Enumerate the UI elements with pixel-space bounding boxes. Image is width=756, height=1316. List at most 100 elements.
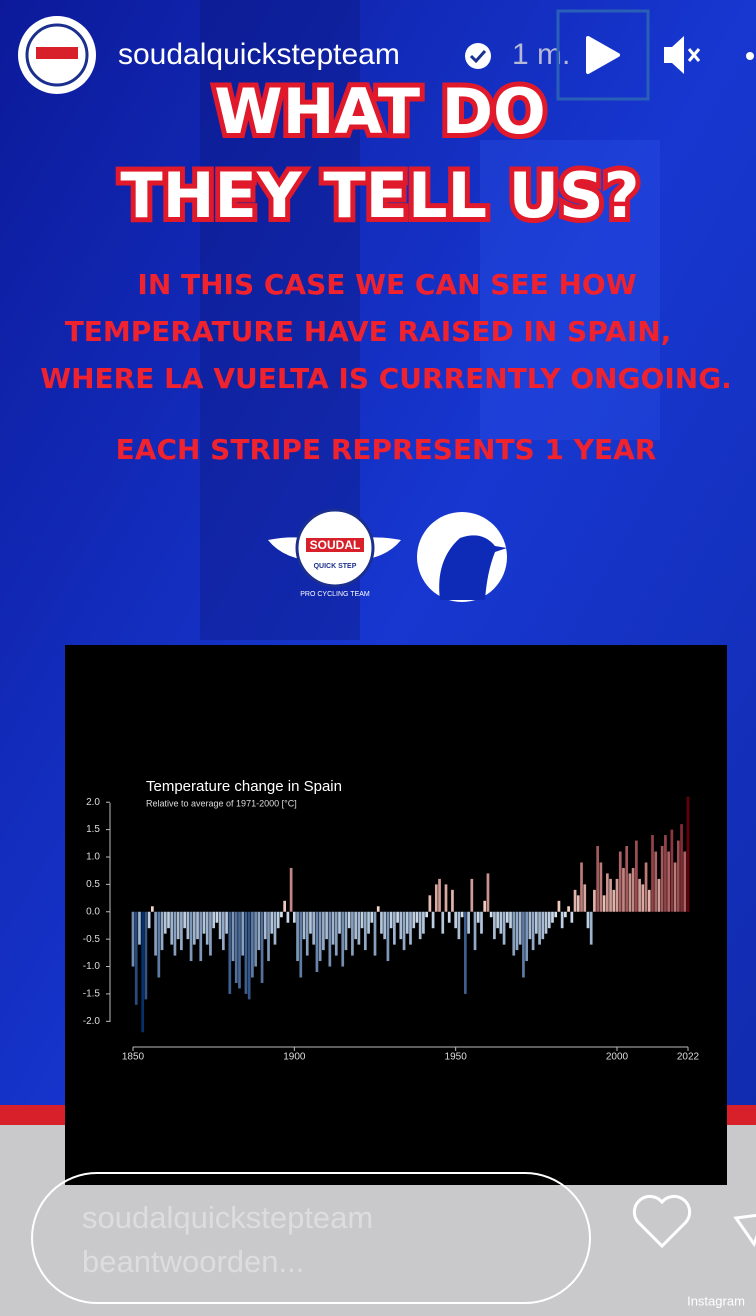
bar (283, 900, 287, 912)
bar (593, 889, 596, 912)
bar (631, 867, 635, 912)
bar (331, 911, 335, 945)
bar (341, 911, 345, 967)
bar (451, 889, 454, 912)
bar (380, 911, 383, 934)
bar (192, 911, 196, 945)
bar (399, 911, 403, 940)
y-tick-label: 0.5 (86, 879, 100, 890)
avatar-band (36, 47, 78, 59)
bar (483, 900, 487, 912)
bar (654, 851, 658, 912)
body-text: IN THIS CASE WE CAN SEE HOW (137, 268, 636, 301)
bar (215, 911, 219, 923)
bar (609, 878, 612, 912)
bar (276, 911, 280, 929)
heading: WHAT DO (214, 75, 546, 148)
bar (412, 911, 416, 929)
bar (147, 911, 151, 929)
y-tick-label: 1.0 (86, 852, 100, 863)
bar (315, 911, 319, 973)
more-icon[interactable] (746, 52, 754, 60)
bar (131, 911, 135, 967)
bar (157, 911, 161, 978)
bar (499, 911, 503, 934)
bar (434, 884, 438, 912)
bar (289, 867, 293, 912)
x-tick-label: 1850 (122, 1052, 145, 1063)
bar (163, 911, 167, 934)
bar (186, 911, 190, 940)
mute-icon[interactable] (664, 36, 684, 74)
pixel-block (480, 140, 660, 440)
bar (389, 911, 393, 929)
bar (570, 911, 574, 923)
username[interactable]: soudalquickstepteam (118, 38, 400, 71)
body-text: TEMPERATURE HAVE RAISED IN SPAIN, (65, 315, 672, 348)
bar (292, 911, 296, 923)
body-text: WHERE LA VUELTA IS CURRENTLY ONGOING. (40, 362, 732, 395)
bar (409, 911, 412, 945)
bar (428, 895, 432, 912)
bar (376, 906, 380, 912)
bar (667, 851, 670, 912)
reply-box[interactable] (31, 1172, 591, 1304)
bar (354, 911, 358, 940)
bar (270, 911, 274, 934)
bar (467, 911, 470, 934)
bar (286, 911, 290, 923)
bar (554, 911, 558, 918)
bar (528, 911, 532, 940)
bar (622, 867, 625, 912)
bar (305, 911, 309, 956)
like-button[interactable] (632, 1194, 692, 1249)
bar (218, 911, 222, 940)
verified-badge (465, 43, 491, 69)
bar (328, 911, 332, 967)
bar (463, 911, 467, 994)
bar (312, 911, 316, 945)
bar (205, 911, 209, 945)
share-button[interactable] (733, 1213, 756, 1248)
bar (670, 829, 674, 912)
heading: THEY TELL US? (120, 159, 639, 232)
bar (447, 911, 451, 923)
play-icon (586, 36, 620, 74)
bar (589, 911, 593, 945)
bar (644, 862, 648, 912)
bar (189, 911, 193, 962)
bar (241, 911, 245, 956)
bar (647, 889, 651, 912)
bar (638, 878, 641, 912)
bar (422, 911, 425, 934)
bar (325, 911, 328, 940)
bar (457, 911, 461, 940)
bar (618, 851, 622, 912)
bar (538, 911, 541, 945)
bar (444, 884, 448, 912)
bar (244, 911, 248, 994)
bar (673, 862, 677, 912)
bar (431, 911, 435, 929)
bar (557, 900, 561, 912)
bar (496, 911, 499, 929)
bar (583, 884, 587, 912)
bar (373, 911, 377, 956)
bar (267, 911, 270, 962)
bar (522, 911, 525, 978)
bar (405, 911, 409, 934)
bar (154, 911, 157, 956)
bar (441, 911, 445, 934)
bar (257, 911, 261, 951)
chart-title: Temperature change in Spain (146, 778, 342, 795)
play-button[interactable] (556, 9, 650, 101)
bar (322, 911, 325, 951)
bar (363, 911, 367, 951)
bar (551, 911, 554, 923)
bar (486, 873, 490, 912)
bar (480, 911, 483, 934)
logo-text: QUICK STEP (314, 563, 357, 570)
bar (351, 911, 354, 956)
bar (347, 911, 351, 929)
